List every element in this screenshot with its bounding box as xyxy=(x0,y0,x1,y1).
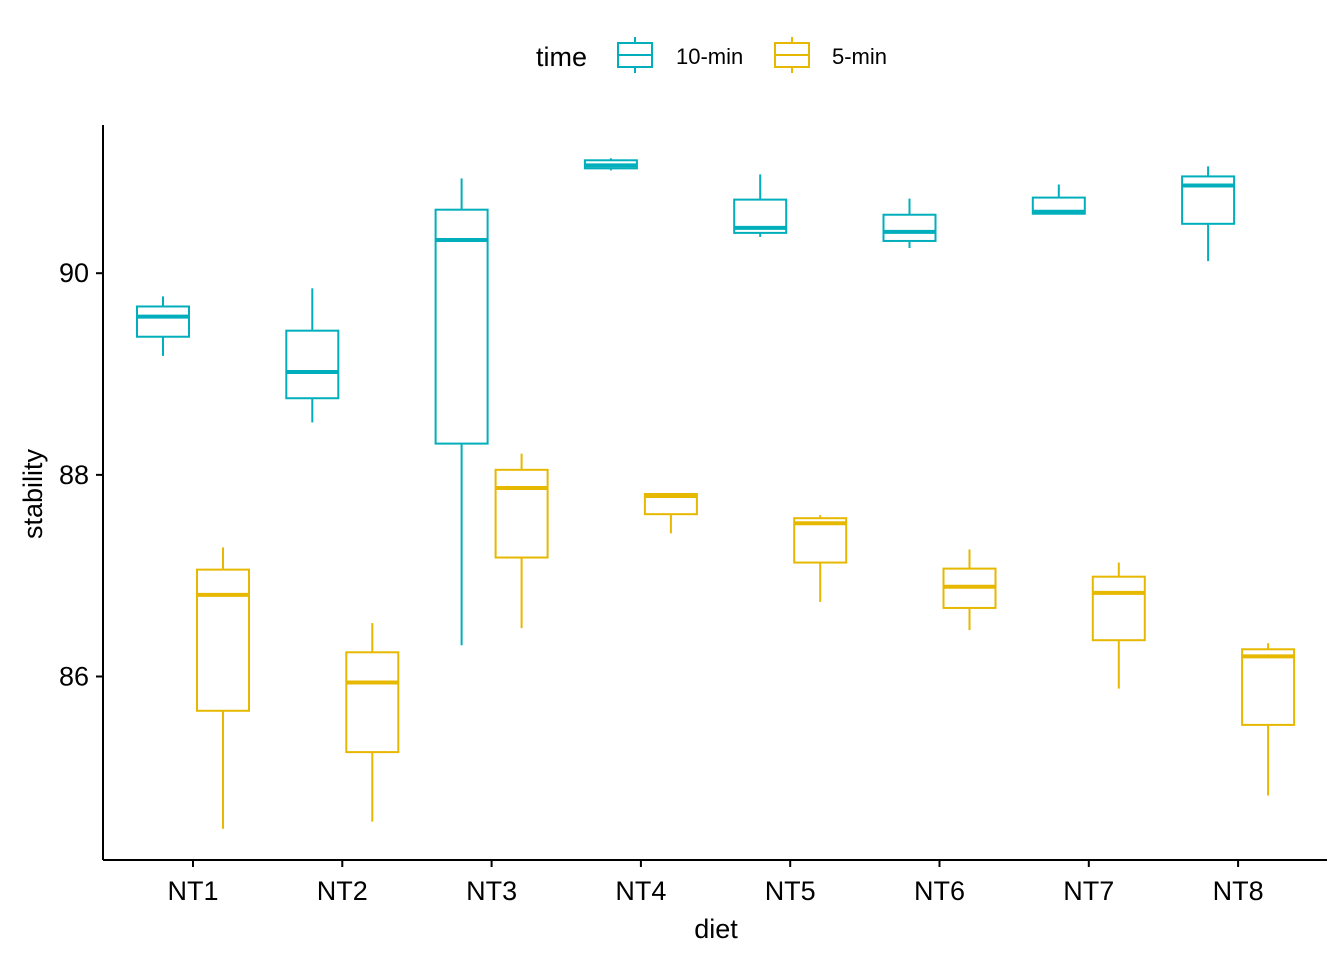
x-tick-label: NT5 xyxy=(765,876,816,906)
iqr-box xyxy=(1031,196,1086,215)
y-tick-label: 86 xyxy=(59,662,89,692)
x-axis-title: diet xyxy=(694,914,738,944)
x-tick-label: NT4 xyxy=(615,876,666,906)
x-tick-label: NT6 xyxy=(914,876,965,906)
iqr-box xyxy=(643,493,698,516)
x-tick-label: NT2 xyxy=(317,876,368,906)
box-5-min-nt2 xyxy=(345,623,400,822)
x-ticks: NT1 NT2 NT3 NT4 NT5 NT6 NT7 NT8 xyxy=(167,860,1264,906)
iqr-box xyxy=(1241,648,1296,726)
box-10-min-nt7 xyxy=(1031,184,1086,215)
iqr-box xyxy=(136,305,190,338)
box-5-min-nt1 xyxy=(196,547,250,829)
y-tick-label: 88 xyxy=(59,460,89,490)
y-ticks: 86 88 90 xyxy=(59,258,103,692)
box-10-min-nt6 xyxy=(882,198,937,249)
box-10-min-nt8 xyxy=(1181,166,1236,262)
box-10-min-nt4 xyxy=(583,158,638,171)
iqr-box xyxy=(1091,575,1146,642)
legend-key-10-min xyxy=(617,37,653,73)
iqr-box xyxy=(285,329,340,400)
box-10-min-nt3 xyxy=(434,178,489,646)
box-5-min-nt4 xyxy=(643,493,698,534)
legend-label-10-min: 10-min xyxy=(676,44,743,69)
iqr-box xyxy=(196,568,250,712)
box-5-min-nt6 xyxy=(942,549,997,631)
y-tick-label: 90 xyxy=(59,258,89,288)
x-tick-label: NT3 xyxy=(466,876,517,906)
box-10-min-nt5 xyxy=(733,174,788,237)
iqr-box xyxy=(793,517,848,564)
legend-label-5-min: 5-min xyxy=(832,44,887,69)
y-axis-title: stability xyxy=(18,448,48,539)
box-10-min-nt2 xyxy=(285,288,340,423)
boxes xyxy=(136,158,1296,829)
legend: time 10-min 5-min xyxy=(536,37,887,73)
box-5-min-nt5 xyxy=(793,515,848,602)
legend-key-5-min xyxy=(774,37,810,73)
box-10-min-nt1 xyxy=(136,296,190,356)
x-tick-label: NT1 xyxy=(167,876,218,906)
iqr-box xyxy=(345,651,400,754)
x-tick-label: NT8 xyxy=(1213,876,1264,906)
box-5-min-nt3 xyxy=(494,453,549,629)
iqr-box xyxy=(494,468,549,559)
x-tick-label: NT7 xyxy=(1063,876,1114,906)
iqr-box xyxy=(882,213,937,242)
iqr-box xyxy=(434,208,489,445)
box-5-min-nt7 xyxy=(1091,562,1146,689)
legend-title: time xyxy=(536,42,587,72)
box-5-min-nt8 xyxy=(1241,643,1296,796)
